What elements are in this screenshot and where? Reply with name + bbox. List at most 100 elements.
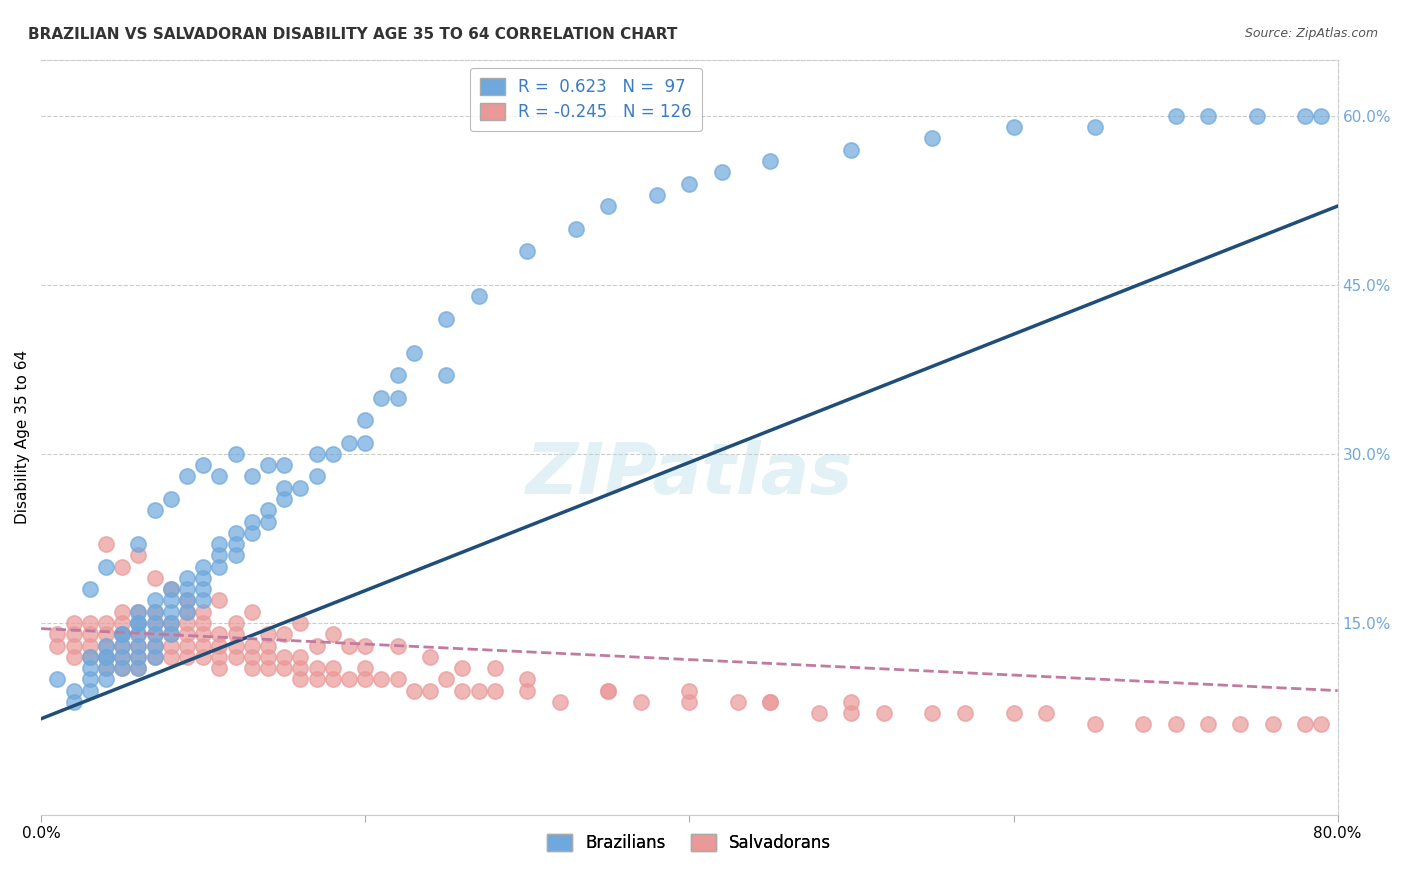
Point bbox=[434, 368, 457, 383]
Point bbox=[305, 469, 328, 483]
Y-axis label: Disability Age 35 to 64: Disability Age 35 to 64 bbox=[15, 350, 30, 524]
Point bbox=[143, 649, 166, 664]
Point bbox=[127, 605, 149, 619]
Point bbox=[1164, 717, 1187, 731]
Point bbox=[240, 639, 263, 653]
Point bbox=[127, 615, 149, 630]
Text: ZIPatlas: ZIPatlas bbox=[526, 441, 853, 509]
Point bbox=[94, 649, 117, 664]
Point bbox=[387, 391, 409, 405]
Point bbox=[127, 649, 149, 664]
Point bbox=[94, 649, 117, 664]
Point bbox=[598, 683, 620, 698]
Point bbox=[387, 368, 409, 383]
Point bbox=[62, 695, 84, 709]
Point bbox=[176, 593, 198, 607]
Point bbox=[598, 683, 620, 698]
Point bbox=[873, 706, 896, 720]
Point bbox=[159, 593, 181, 607]
Point bbox=[808, 706, 831, 720]
Point bbox=[548, 695, 571, 709]
Point bbox=[94, 537, 117, 551]
Point bbox=[841, 695, 863, 709]
Point bbox=[143, 615, 166, 630]
Point bbox=[46, 639, 69, 653]
Point bbox=[208, 559, 231, 574]
Point bbox=[127, 537, 149, 551]
Point bbox=[127, 627, 149, 641]
Point bbox=[257, 639, 280, 653]
Point bbox=[94, 627, 117, 641]
Point bbox=[759, 695, 782, 709]
Point bbox=[841, 143, 863, 157]
Point bbox=[273, 627, 295, 641]
Point bbox=[193, 571, 215, 585]
Point bbox=[370, 673, 392, 687]
Point bbox=[273, 458, 295, 473]
Point bbox=[354, 435, 377, 450]
Point bbox=[111, 615, 134, 630]
Point bbox=[94, 661, 117, 675]
Point bbox=[143, 639, 166, 653]
Point bbox=[645, 187, 668, 202]
Point bbox=[79, 639, 101, 653]
Point bbox=[841, 706, 863, 720]
Point bbox=[159, 582, 181, 597]
Point bbox=[176, 615, 198, 630]
Point bbox=[143, 571, 166, 585]
Point bbox=[678, 695, 700, 709]
Point bbox=[225, 537, 247, 551]
Point bbox=[143, 593, 166, 607]
Point bbox=[322, 627, 344, 641]
Point bbox=[759, 695, 782, 709]
Point bbox=[1229, 717, 1251, 731]
Point bbox=[467, 289, 489, 303]
Point bbox=[176, 639, 198, 653]
Point bbox=[290, 673, 312, 687]
Point bbox=[193, 593, 215, 607]
Point bbox=[159, 615, 181, 630]
Point bbox=[257, 661, 280, 675]
Point bbox=[257, 515, 280, 529]
Point bbox=[467, 683, 489, 698]
Point bbox=[402, 345, 425, 359]
Point bbox=[208, 661, 231, 675]
Point bbox=[159, 649, 181, 664]
Point bbox=[240, 649, 263, 664]
Point bbox=[759, 154, 782, 169]
Point bbox=[62, 649, 84, 664]
Point bbox=[678, 683, 700, 698]
Point bbox=[193, 639, 215, 653]
Point bbox=[111, 627, 134, 641]
Legend: Brazilians, Salvadorans: Brazilians, Salvadorans bbox=[541, 828, 838, 859]
Point bbox=[257, 458, 280, 473]
Point bbox=[94, 639, 117, 653]
Point bbox=[46, 673, 69, 687]
Point bbox=[127, 605, 149, 619]
Point bbox=[111, 627, 134, 641]
Point bbox=[94, 615, 117, 630]
Point bbox=[159, 615, 181, 630]
Point bbox=[62, 639, 84, 653]
Point bbox=[94, 639, 117, 653]
Point bbox=[387, 673, 409, 687]
Point bbox=[111, 649, 134, 664]
Point bbox=[225, 639, 247, 653]
Point bbox=[143, 627, 166, 641]
Point bbox=[208, 537, 231, 551]
Point bbox=[127, 639, 149, 653]
Point bbox=[1294, 717, 1316, 731]
Point bbox=[208, 627, 231, 641]
Point bbox=[305, 673, 328, 687]
Point bbox=[79, 673, 101, 687]
Point bbox=[451, 661, 474, 675]
Point bbox=[193, 605, 215, 619]
Point bbox=[370, 391, 392, 405]
Point bbox=[257, 627, 280, 641]
Point bbox=[79, 627, 101, 641]
Point bbox=[159, 605, 181, 619]
Point bbox=[193, 582, 215, 597]
Point bbox=[62, 683, 84, 698]
Point bbox=[240, 525, 263, 540]
Point bbox=[159, 582, 181, 597]
